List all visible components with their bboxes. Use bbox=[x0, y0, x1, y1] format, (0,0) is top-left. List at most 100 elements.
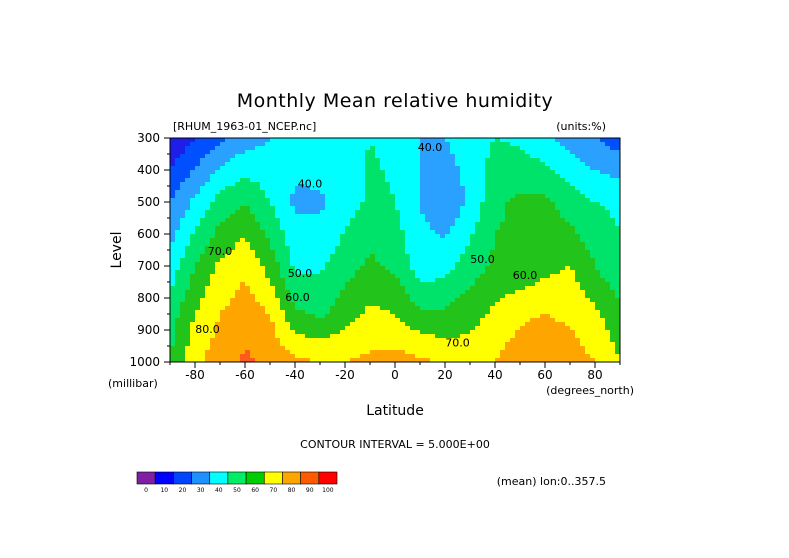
contour-cell bbox=[310, 162, 316, 167]
contour-cell bbox=[520, 170, 526, 175]
contour-cell bbox=[395, 242, 401, 247]
contour-cell bbox=[190, 250, 196, 255]
contour-cell bbox=[410, 218, 416, 223]
contour-cell bbox=[470, 142, 476, 147]
contour-cell bbox=[580, 186, 586, 191]
contour-cell bbox=[375, 322, 381, 327]
contour-cell bbox=[310, 186, 316, 191]
contour-cell bbox=[285, 178, 291, 183]
contour-cell bbox=[535, 146, 541, 151]
contour-cell bbox=[185, 290, 191, 295]
contour-cell bbox=[510, 138, 516, 143]
contour-cell bbox=[440, 170, 446, 175]
contour-cell bbox=[560, 278, 566, 283]
contour-cell bbox=[405, 322, 411, 327]
contour-cell bbox=[520, 190, 526, 195]
contour-cell bbox=[560, 350, 566, 355]
contour-cell bbox=[555, 146, 561, 151]
contour-cell bbox=[475, 170, 481, 175]
contour-cell bbox=[245, 170, 251, 175]
contour-cell bbox=[450, 354, 456, 359]
contour-cell bbox=[480, 222, 486, 227]
contour-cell bbox=[320, 166, 326, 171]
contour-cell bbox=[390, 302, 396, 307]
contour-cell bbox=[270, 282, 276, 287]
contour-cell bbox=[350, 250, 356, 255]
contour-cell bbox=[580, 226, 586, 231]
contour-cell bbox=[490, 186, 496, 191]
contour-cell bbox=[345, 234, 351, 239]
contour-cell bbox=[370, 330, 376, 335]
contour-cell bbox=[175, 326, 181, 331]
contour-cell bbox=[205, 138, 211, 143]
contour-cell bbox=[280, 146, 286, 151]
contour-cell bbox=[585, 250, 591, 255]
contour-cell bbox=[485, 202, 491, 207]
contour-cell bbox=[495, 234, 501, 239]
contour-cell bbox=[550, 198, 556, 203]
contour-cell bbox=[355, 174, 361, 179]
contour-cell bbox=[520, 150, 526, 155]
contour-cell bbox=[460, 314, 466, 319]
contour-cell bbox=[295, 338, 301, 343]
contour-cell bbox=[195, 354, 201, 359]
contour-cell bbox=[415, 250, 421, 255]
contour-cell bbox=[450, 330, 456, 335]
contour-cell bbox=[315, 350, 321, 355]
contour-cell bbox=[300, 174, 306, 179]
contour-cell bbox=[400, 290, 406, 295]
contour-cell bbox=[465, 202, 471, 207]
contour-cell bbox=[450, 206, 456, 211]
contour-cell bbox=[440, 318, 446, 323]
contour-cell bbox=[310, 246, 316, 251]
contour-cell bbox=[505, 318, 511, 323]
contour-cell bbox=[380, 334, 386, 339]
contour-cell bbox=[255, 274, 261, 279]
contour-cell bbox=[570, 246, 576, 251]
contour-cell bbox=[585, 262, 591, 267]
contour-cell bbox=[375, 310, 381, 315]
contour-cell bbox=[475, 354, 481, 359]
contour-cell bbox=[430, 318, 436, 323]
contour-cell bbox=[265, 338, 271, 343]
contour-cell bbox=[545, 230, 551, 235]
contour-cell bbox=[310, 190, 316, 195]
contour-cell bbox=[395, 270, 401, 275]
contour-cell bbox=[205, 326, 211, 331]
contour-cell bbox=[505, 190, 511, 195]
contour-cell bbox=[580, 338, 586, 343]
contour-cell bbox=[565, 218, 571, 223]
contour-cell bbox=[200, 214, 206, 219]
contour-cell bbox=[380, 162, 386, 167]
contour-cell bbox=[335, 138, 341, 143]
contour-cell bbox=[550, 182, 556, 187]
contour-cell bbox=[260, 326, 266, 331]
contour-cell bbox=[460, 198, 466, 203]
contour-cell bbox=[345, 142, 351, 147]
contour-cell bbox=[550, 334, 556, 339]
contour-cell bbox=[565, 322, 571, 327]
contour-cell bbox=[300, 298, 306, 303]
contour-cell bbox=[220, 154, 226, 159]
contour-cell bbox=[485, 146, 491, 151]
contour-cell bbox=[405, 350, 411, 355]
contour-cell bbox=[520, 290, 526, 295]
contour-cell bbox=[220, 354, 226, 359]
contour-cell bbox=[345, 326, 351, 331]
contour-cell bbox=[555, 326, 561, 331]
contour-cell bbox=[250, 282, 256, 287]
contour-cell bbox=[180, 230, 186, 235]
contour-cell bbox=[315, 214, 321, 219]
contour-cell bbox=[495, 322, 501, 327]
contour-cell bbox=[425, 246, 431, 251]
contour-cell bbox=[410, 178, 416, 183]
contour-cell bbox=[270, 270, 276, 275]
contour-cell bbox=[305, 258, 311, 263]
contour-cell bbox=[305, 318, 311, 323]
contour-cell bbox=[445, 206, 451, 211]
contour-cell bbox=[435, 326, 441, 331]
contour-cell bbox=[490, 138, 496, 143]
contour-cell bbox=[380, 146, 386, 151]
contour-cell bbox=[420, 242, 426, 247]
contour-cell bbox=[375, 254, 381, 259]
